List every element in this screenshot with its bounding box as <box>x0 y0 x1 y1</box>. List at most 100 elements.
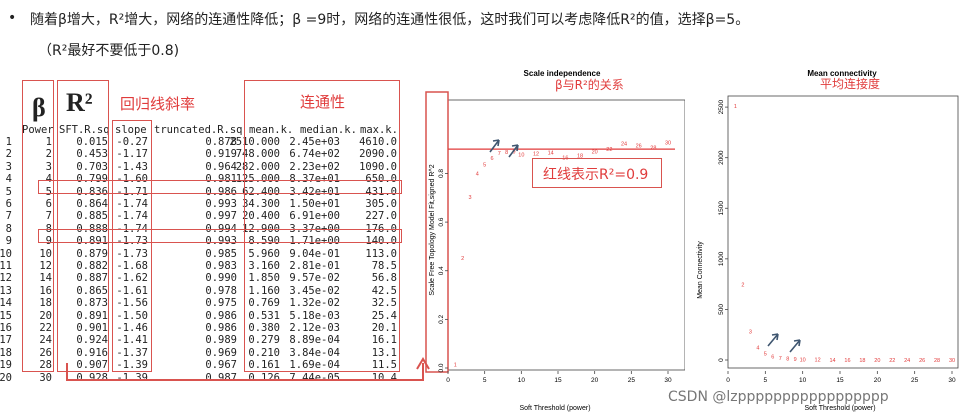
table-cell: 30 <box>39 371 52 384</box>
table-cell: 0.967 <box>205 359 237 372</box>
table-cell: 13 <box>0 284 12 297</box>
x-axis-label: Soft Threshold (power) <box>519 405 590 412</box>
table-cell: 0.981 <box>205 173 237 186</box>
table-cell: 16 <box>39 284 52 297</box>
table-cell: 14 <box>39 272 52 285</box>
data-point-label: 30 <box>949 358 955 364</box>
header-truncated-r-sq: truncated.R.sq <box>154 124 243 136</box>
table-cell: 0.924 <box>76 334 108 347</box>
table-cell: 14 <box>0 297 12 310</box>
table-cell: 12 <box>39 260 52 272</box>
table-cell: 6 <box>5 198 12 210</box>
slope-column-box <box>112 120 152 372</box>
table-row: 7 7 0.885 -1.74 0.997 20.400 6.91e+00 227.0 <box>0 210 420 222</box>
data-point-label: 1 <box>734 104 737 110</box>
x-tick-label: 5 <box>483 377 487 384</box>
data-point-label: 7 <box>498 151 501 157</box>
table-cell: 2090.0 <box>359 148 397 161</box>
description-line: 随着β增大，R²增大，网络的连通性降低；β =9时，网络的连通性很低，这时我们可… <box>30 12 750 28</box>
table-cell: 8.590 <box>248 235 280 248</box>
table-cell: 0.891 <box>76 309 108 322</box>
table-cell: 18 <box>0 346 12 359</box>
table-cell: 0.989 <box>205 334 237 347</box>
table-cell: -1.50 <box>116 309 148 322</box>
r2-link-arrow <box>66 357 430 381</box>
table-cell: 2.23e+02 <box>289 160 340 173</box>
table-cell: 42.5 <box>371 284 397 297</box>
table-cell: 19 <box>0 359 12 372</box>
table-cell: 26 <box>39 346 52 359</box>
y-tick-label: 0 <box>718 358 725 362</box>
table-cell: 20.1 <box>371 322 397 334</box>
y-tick-label: 0.0 <box>438 363 445 372</box>
table-cell: 0.978 <box>205 284 237 297</box>
x-tick-label: 15 <box>554 377 562 384</box>
power-table: β R² 回归线斜率 连通性 Power SFT.R.sq slope trun… <box>0 0 430 417</box>
table-cell: 650.0 <box>365 173 397 186</box>
table-cell: 15 <box>0 309 12 322</box>
r2-column-box <box>57 80 109 372</box>
table-row: 19 28 0.907 -1.39 0.967 0.161 1.69e-04 11.5 <box>0 359 420 371</box>
beta-r2-relation-label: β与R²的关系 <box>555 77 624 92</box>
table-cell: 5.960 <box>248 247 280 260</box>
mean-connectivity-note: 平均连接度 <box>820 76 880 91</box>
y-axis-label: Scale Free Topology Model Fit,signed R^2 <box>429 164 436 295</box>
table-cell: 0.864 <box>76 198 108 210</box>
table-cell: 431.0 <box>365 185 397 198</box>
data-point-label: 6 <box>771 355 774 361</box>
table-cell: 22 <box>39 322 52 334</box>
data-point-label: 22 <box>889 358 895 364</box>
y-tick-label: 1000 <box>718 251 725 266</box>
data-point-label: 20 <box>874 358 880 364</box>
x-tick-label: 0 <box>446 377 450 384</box>
table-cell: 0.964 <box>205 160 237 173</box>
table-cell: -1.60 <box>116 173 148 186</box>
table-row: 11 12 0.882 -1.68 0.983 3.160 2.81e-01 78.5 <box>0 260 420 272</box>
table-row: 8 8 0.888 -1.74 0.994 12.900 3.37e+00 176.0 <box>0 223 420 235</box>
table-cell: 3.37e+00 <box>289 222 340 235</box>
table-cell: 0.986 <box>205 322 237 334</box>
table-cell: 2 <box>5 148 12 161</box>
table-cell: 0.531 <box>248 309 280 322</box>
y-tick-label: 1500 <box>718 201 725 216</box>
table-cell: 0.703 <box>76 160 108 173</box>
table-cell: 9 <box>5 235 12 248</box>
table-cell: 6.74e+02 <box>289 148 340 161</box>
table-cell: 3.160 <box>248 260 280 272</box>
table-cell: -1.43 <box>116 160 148 173</box>
data-point-label: 8 <box>786 357 789 363</box>
table-cell: -1.74 <box>116 198 148 210</box>
table-cell: 176.0 <box>365 222 397 235</box>
arrow-icon <box>489 139 500 153</box>
table-cell: 0.210 <box>248 346 280 359</box>
table-cell: 282.000 <box>235 160 280 173</box>
table-cell: 24 <box>39 334 52 347</box>
table-row: 3 3 0.703 -1.43 0.964 282.000 2.23e+02 1090.0 <box>0 161 420 173</box>
table-cell: 4610.0 <box>359 136 397 148</box>
table-cell: 0.975 <box>205 297 237 310</box>
table-cell: 8 <box>5 222 12 235</box>
table-cell: 1.69e-04 <box>289 359 340 372</box>
table-cell: 0.161 <box>248 359 280 372</box>
table-cell: 20.400 <box>242 210 280 223</box>
data-point-label: 3 <box>749 329 752 335</box>
watermark: CSDN @lzppppppppppppppppp <box>668 389 889 405</box>
table-cell: 4 <box>5 173 12 186</box>
y-axis-label: Mean Connectivity <box>697 241 704 299</box>
y-tick-label: 0.2 <box>438 314 445 323</box>
data-point-label: 4 <box>756 345 759 351</box>
table-cell: 5 <box>45 185 52 198</box>
table-cell: -1.56 <box>116 297 148 310</box>
table-cell: 6 <box>45 198 52 210</box>
data-point-label: 12 <box>533 152 539 158</box>
table-cell: 8.89e-04 <box>289 334 340 347</box>
table-cell: 113.0 <box>365 247 397 260</box>
bullet: • <box>8 10 17 26</box>
table-cell: 12.900 <box>242 222 280 235</box>
table-cell: 28 <box>39 359 52 372</box>
mean-connectivity-chart: Mean connectivity Mean Connectivity Soft… <box>697 69 959 412</box>
table-cell: 2.12e-03 <box>289 322 340 334</box>
table-cell: 0.990 <box>205 272 237 285</box>
table-cell: -1.74 <box>116 210 148 223</box>
data-point-label: 2 <box>461 256 464 262</box>
